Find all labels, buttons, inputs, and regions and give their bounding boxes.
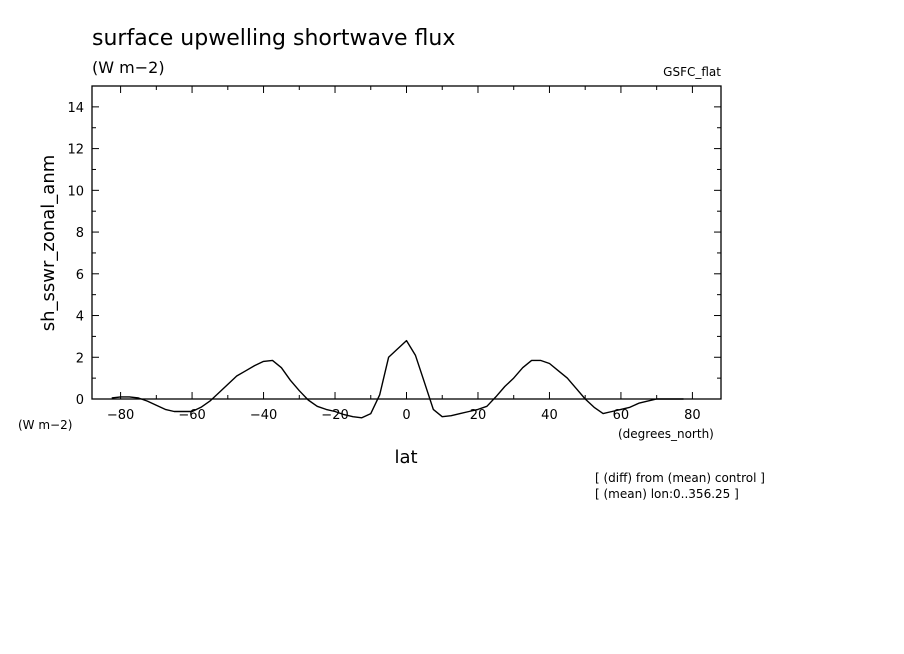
chart-title: surface upwelling shortwave flux (92, 26, 455, 51)
y-tick-label: 12 (67, 143, 84, 158)
x-tick-label: 40 (541, 408, 558, 423)
x-tick-label: −60 (178, 408, 205, 423)
x-tick-label: 0 (402, 408, 410, 423)
y-axis: 0 2 4 6 8 10 12 14 (67, 85, 721, 408)
x-units-label: (degrees_north) (618, 427, 714, 441)
series-group (111, 339, 684, 419)
model-label: GSFC_flat (663, 65, 721, 79)
x-tick-label: 80 (684, 408, 701, 423)
y-tick-label: 14 (67, 101, 84, 116)
x-tick-label: −40 (250, 408, 277, 423)
y-tick-label: 8 (76, 226, 84, 241)
y-tick-label: 0 (76, 393, 84, 408)
series-line (111, 339, 684, 419)
plot-frame (91, 85, 722, 400)
x-axis-label: lat (394, 447, 417, 468)
x-tick-label: −20 (321, 408, 348, 423)
y-tick-label: 4 (76, 310, 84, 325)
y-tick-label: 10 (67, 184, 84, 199)
note-mean: [ (mean) lon:0..356.25 ] (595, 487, 739, 501)
y-units-label: (W m−2) (18, 418, 72, 432)
x-tick-label: 60 (613, 408, 630, 423)
units-label: (W m−2) (92, 58, 165, 77)
x-tick-label: 20 (470, 408, 487, 423)
y-axis-label: sh_sswr_zonal_anm (38, 155, 59, 332)
x-tick-label: −80 (107, 408, 134, 423)
x-axis: −80 −60 −40 −20 0 20 40 60 80 (107, 86, 701, 423)
y-tick-label: 2 (76, 351, 84, 366)
note-diff: [ (diff) from (mean) control ] (595, 471, 765, 485)
y-tick-label: 6 (76, 268, 84, 283)
